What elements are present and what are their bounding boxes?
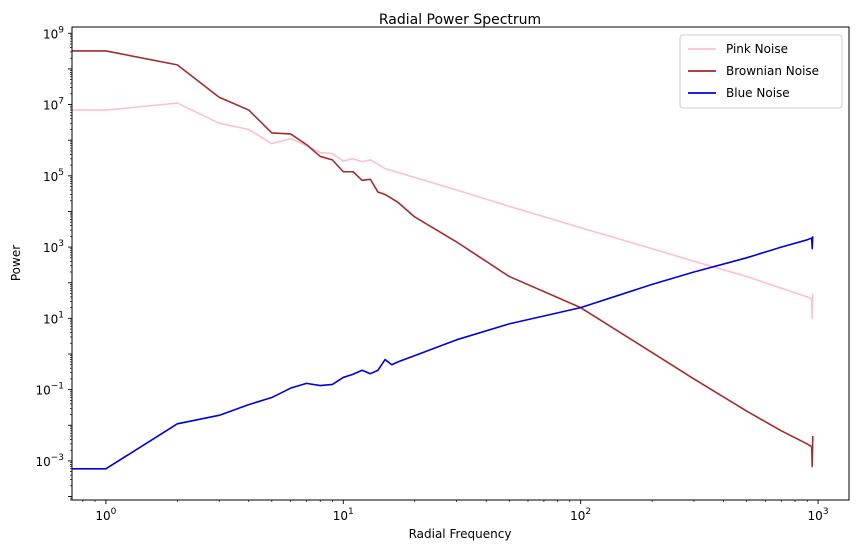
y-tick-label: 10−3 (35, 453, 64, 469)
legend: Pink Noise Brownian Noise Blue Noise (679, 34, 843, 109)
series-line-pink-noise (72, 102, 814, 320)
x-axis: 100 101 102 103 (82, 500, 829, 523)
series-line-blue-noise (72, 236, 814, 470)
plot-lines (72, 50, 814, 470)
x-axis-title: Radial Frequency (409, 527, 512, 541)
y-tick-label: 103 (43, 239, 64, 255)
legend-label: Pink Noise (726, 42, 788, 56)
plot-frame (71, 26, 850, 501)
x-tick-label: 102 (570, 507, 591, 523)
x-tick-label: 101 (333, 507, 354, 523)
y-axis: 10−3 10−1 101 103 105 107 109 (35, 25, 72, 501)
x-tick-label: 103 (808, 507, 829, 523)
series-line-brownian-noise (72, 50, 814, 468)
legend-label: Brownian Noise (726, 64, 819, 78)
x-tick-label: 100 (95, 507, 116, 523)
legend-label: Blue Noise (726, 86, 790, 100)
y-axis-title: Power (9, 245, 23, 281)
y-tick-label: 107 (43, 97, 64, 113)
legend-box (679, 34, 843, 109)
y-tick-label: 101 (43, 310, 64, 326)
y-tick-label: 109 (43, 25, 64, 41)
y-tick-label: 105 (43, 168, 64, 184)
y-tick-label: 10−1 (35, 382, 64, 398)
chart-title: Radial Power Spectrum (379, 12, 541, 28)
